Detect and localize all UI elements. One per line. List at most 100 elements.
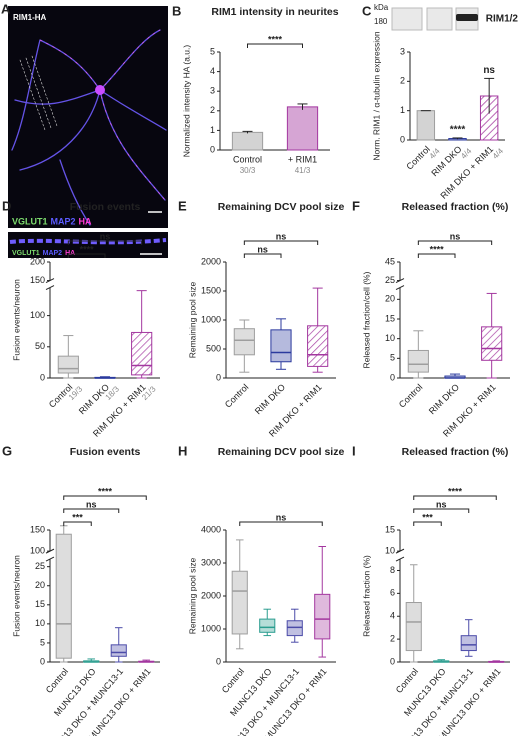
- box: [460, 635, 477, 652]
- micrograph: [8, 6, 168, 228]
- box: [286, 620, 303, 637]
- panel-letter: E: [178, 198, 187, 213]
- significance-bracket: [67, 240, 143, 245]
- y-axis-label: Norm. RIM1 / α-tubulin expression: [371, 31, 381, 160]
- significance-label: ns: [450, 231, 461, 241]
- significance-label: ****: [268, 34, 283, 44]
- panel-letter: I: [352, 443, 356, 458]
- y-tick-label: 3: [400, 46, 405, 56]
- significance-bracket: [247, 43, 303, 48]
- axis-break: [395, 285, 405, 290]
- chart-title: Remaining DCV pool size: [218, 446, 345, 458]
- significance-label: ***: [72, 512, 83, 522]
- y-tick-label: 2: [210, 105, 215, 115]
- significance-bracket: [67, 253, 106, 258]
- y-tick-label: 1: [400, 105, 405, 115]
- y-tick-label: 0: [40, 372, 45, 382]
- chart-title: Released fraction (%): [402, 201, 509, 213]
- channel-label: HA: [65, 250, 75, 257]
- y-tick-label: 50: [35, 341, 45, 351]
- neuron-drawing: [11, 29, 167, 226]
- y-axis-label: Released fraction/cell (%): [361, 271, 371, 368]
- box: [270, 329, 292, 363]
- y-tick-label: 2000: [201, 256, 221, 266]
- y-tick-label: 2: [390, 633, 395, 643]
- significance-bracket: [413, 508, 470, 513]
- significance-label: ns: [86, 499, 97, 509]
- box: [405, 602, 422, 652]
- significance-bracket: [417, 240, 493, 245]
- box: [131, 331, 153, 376]
- inset-neurite: [9, 238, 167, 245]
- box: [481, 326, 503, 361]
- y-tick-label: 0: [390, 656, 395, 666]
- y-tick-label: 25: [385, 275, 395, 285]
- x-tick-label: Control: [44, 666, 70, 695]
- x-tick-label: Control: [404, 144, 432, 172]
- y-axis-label: Released fraction (%): [361, 555, 371, 637]
- y-axis-label: Fusion events/neuron: [11, 279, 21, 361]
- significance-label: ns: [276, 512, 287, 522]
- channel-label: MAP2: [51, 216, 76, 226]
- y-tick-label: 0: [216, 656, 221, 666]
- box: [57, 355, 79, 374]
- y-axis-label: Remaining pool size: [187, 281, 197, 358]
- y-tick-label: 15: [385, 313, 395, 323]
- y-tick-label: 4: [390, 611, 395, 621]
- y-tick-label: 8: [390, 565, 395, 575]
- blot-label: RIM1/2: [486, 14, 519, 25]
- significance-label: ****: [450, 125, 466, 136]
- bar: [231, 131, 264, 151]
- y-tick-label: 2: [400, 76, 405, 86]
- y-tick-label: 2000: [201, 590, 221, 600]
- box: [259, 618, 276, 633]
- significance-label: ns: [483, 65, 495, 76]
- x-tick-label: + RIM1: [288, 154, 317, 164]
- y-tick-label: 5: [210, 46, 215, 56]
- significance-bracket: [239, 521, 323, 526]
- significance-label: ****: [448, 486, 463, 496]
- n-label: 4/4: [491, 146, 506, 161]
- y-tick-label: 100: [30, 545, 45, 555]
- y-tick-label: 0: [40, 656, 45, 666]
- significance-label: ns: [276, 231, 287, 241]
- channel-label: HA: [79, 216, 92, 226]
- y-axis-label: Remaining pool size: [187, 557, 197, 634]
- channel-label: MAP2: [43, 250, 63, 257]
- chart-title: Fusion events: [70, 201, 141, 213]
- significance-label: ***: [422, 512, 433, 522]
- significance-label: ns: [100, 231, 111, 241]
- panel-letter: D: [2, 198, 11, 213]
- n-label: 30/3: [240, 166, 256, 175]
- bar: [416, 110, 436, 141]
- channel-label: VGLUT1: [12, 216, 48, 226]
- y-tick-label: 10: [385, 333, 395, 343]
- y-tick-label: 3000: [201, 557, 221, 567]
- y-tick-label: 1500: [201, 285, 221, 295]
- significance-label: ****: [430, 244, 445, 254]
- y-tick-label: 0: [390, 372, 395, 382]
- y-tick-label: 15: [385, 524, 395, 534]
- box: [110, 644, 127, 657]
- y-tick-label: 45: [385, 256, 395, 266]
- y-tick-label: 200: [30, 256, 45, 266]
- y-tick-label: 4000: [201, 524, 221, 534]
- significance-bracket: [63, 495, 147, 500]
- y-tick-label: 0: [400, 134, 405, 144]
- x-tick-label: Control: [233, 154, 262, 164]
- blot-lane: [391, 7, 423, 31]
- significance-bracket: [63, 521, 92, 526]
- y-tick-label: 500: [206, 343, 221, 353]
- image-title: RIM1-HA: [13, 13, 47, 22]
- n-label: 4/4: [459, 146, 474, 161]
- bar: [286, 106, 319, 151]
- chart-title: Released fraction (%): [402, 446, 509, 458]
- y-tick-label: 150: [30, 275, 45, 285]
- panel-letter: B: [172, 3, 181, 18]
- panel-letter: C: [362, 3, 372, 18]
- blot-unit: kDa: [374, 3, 389, 12]
- y-tick-label: 5: [40, 637, 45, 647]
- y-axis-label: Fusion events/neuron: [11, 555, 21, 637]
- significance-label: ****: [98, 486, 113, 496]
- significance-bracket: [417, 253, 456, 258]
